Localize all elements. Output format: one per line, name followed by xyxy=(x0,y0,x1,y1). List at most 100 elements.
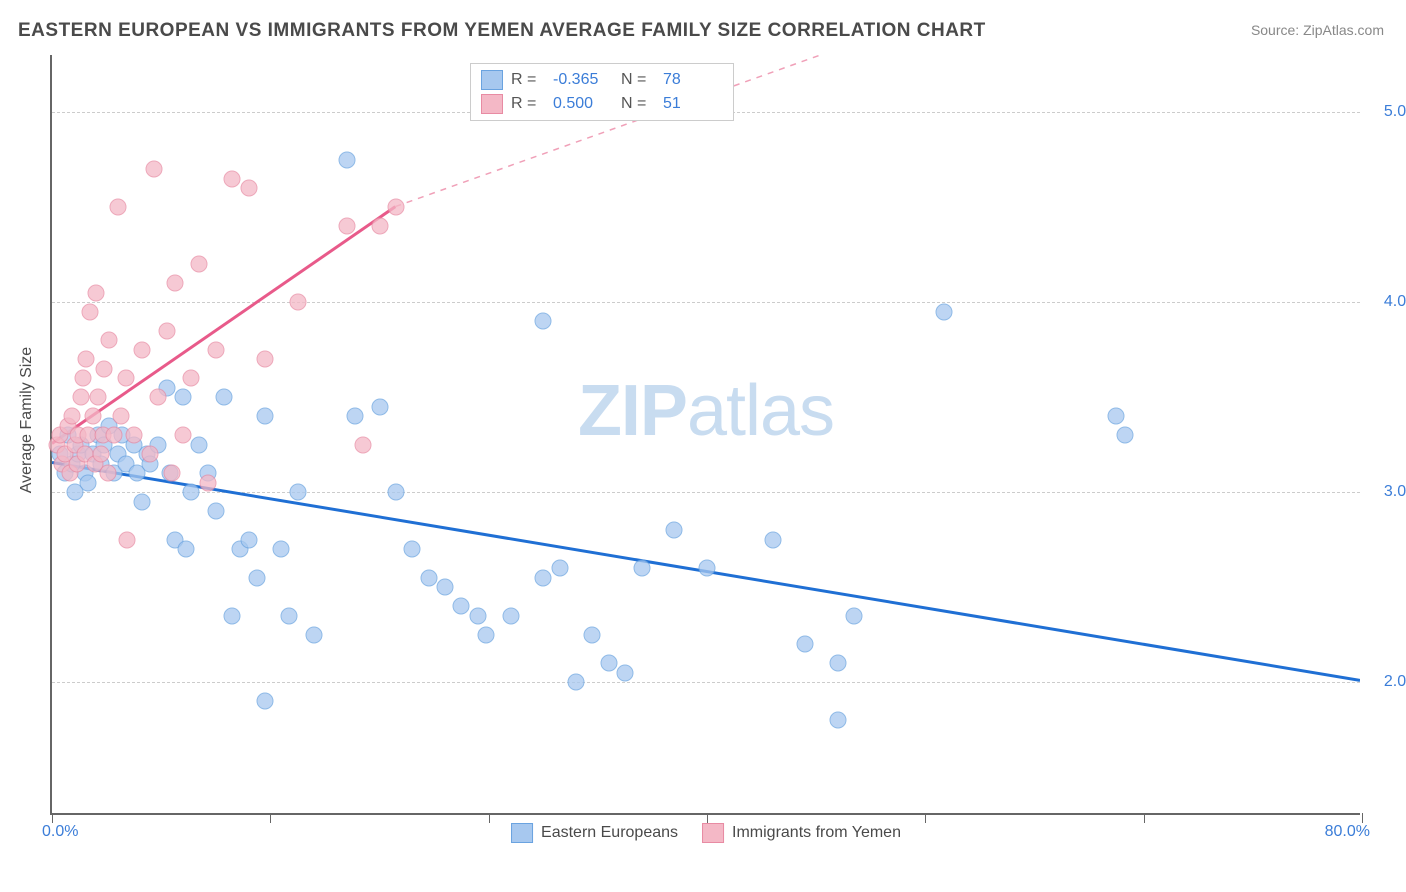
data-point xyxy=(191,256,208,273)
data-point xyxy=(125,427,142,444)
data-point xyxy=(535,569,552,586)
data-point xyxy=(371,398,388,415)
swatch-series-2 xyxy=(481,94,503,114)
y-axis-title: Average Family Size xyxy=(18,347,36,493)
data-point xyxy=(797,636,814,653)
watermark: ZIPatlas xyxy=(578,370,834,452)
data-point xyxy=(96,360,113,377)
data-point xyxy=(207,503,224,520)
data-point xyxy=(256,408,273,425)
series-legend: Eastern Europeans Immigrants from Yemen xyxy=(511,823,901,843)
data-point xyxy=(178,541,195,558)
chart-title: EASTERN EUROPEAN VS IMMIGRANTS FROM YEME… xyxy=(18,20,986,42)
y-tick-label: 4.00 xyxy=(1384,293,1406,311)
data-point xyxy=(289,484,306,501)
x-tick xyxy=(270,813,271,823)
data-point xyxy=(191,436,208,453)
data-point xyxy=(338,151,355,168)
data-point xyxy=(535,313,552,330)
data-point xyxy=(84,408,101,425)
legend-swatch-1 xyxy=(511,823,533,843)
data-point xyxy=(78,351,95,368)
data-point xyxy=(89,389,106,406)
data-point xyxy=(469,607,486,624)
data-point xyxy=(248,569,265,586)
legend-item-1: Eastern Europeans xyxy=(511,823,678,843)
stats-row-series-2: R = 0.500 N = 51 xyxy=(481,92,723,116)
data-point xyxy=(145,161,162,178)
x-min-label: 0.0% xyxy=(42,823,78,841)
r-label: R = xyxy=(511,95,541,113)
swatch-series-1 xyxy=(481,70,503,90)
data-point xyxy=(551,560,568,577)
r-value-1: -0.365 xyxy=(553,71,613,89)
gridline xyxy=(52,302,1360,303)
data-point xyxy=(371,218,388,235)
n-value-1: 78 xyxy=(663,71,723,89)
data-point xyxy=(387,484,404,501)
data-point xyxy=(404,541,421,558)
data-point xyxy=(306,626,323,643)
data-point xyxy=(633,560,650,577)
data-point xyxy=(175,389,192,406)
data-point xyxy=(764,531,781,548)
data-point xyxy=(666,522,683,539)
y-tick-label: 2.00 xyxy=(1384,673,1406,691)
data-point xyxy=(81,303,98,320)
data-point xyxy=(281,607,298,624)
gridline xyxy=(52,682,1360,683)
watermark-atlas: atlas xyxy=(687,371,834,451)
data-point xyxy=(568,674,585,691)
trend-lines-svg xyxy=(52,55,1360,813)
r-label: R = xyxy=(511,71,541,89)
data-point xyxy=(453,598,470,615)
data-point xyxy=(699,560,716,577)
data-point xyxy=(134,493,151,510)
data-point xyxy=(224,170,241,187)
data-point xyxy=(273,541,290,558)
x-tick xyxy=(707,813,708,823)
data-point xyxy=(119,531,136,548)
data-point xyxy=(289,294,306,311)
data-point xyxy=(158,322,175,339)
data-point xyxy=(183,370,200,387)
data-point xyxy=(150,389,167,406)
data-point xyxy=(93,446,110,463)
y-tick-label: 5.00 xyxy=(1384,103,1406,121)
data-point xyxy=(830,712,847,729)
data-point xyxy=(109,199,126,216)
data-point xyxy=(256,693,273,710)
data-point xyxy=(207,341,224,358)
legend-label-2: Immigrants from Yemen xyxy=(732,824,901,842)
data-point xyxy=(134,341,151,358)
x-tick xyxy=(925,813,926,823)
data-point xyxy=(346,408,363,425)
legend-item-2: Immigrants from Yemen xyxy=(702,823,901,843)
data-point xyxy=(1108,408,1125,425)
data-point xyxy=(73,389,90,406)
data-point xyxy=(240,531,257,548)
x-tick xyxy=(489,813,490,823)
data-point xyxy=(75,370,92,387)
data-point xyxy=(240,180,257,197)
data-point xyxy=(117,370,134,387)
data-point xyxy=(355,436,372,453)
stats-row-series-1: R = -0.365 N = 78 xyxy=(481,68,723,92)
trend-line xyxy=(52,207,395,444)
x-max-label: 80.0% xyxy=(1325,823,1370,841)
data-point xyxy=(256,351,273,368)
data-point xyxy=(175,427,192,444)
data-point xyxy=(846,607,863,624)
r-value-2: 0.500 xyxy=(553,95,613,113)
data-point xyxy=(502,607,519,624)
n-value-2: 51 xyxy=(663,95,723,113)
data-point xyxy=(101,332,118,349)
data-point xyxy=(830,655,847,672)
data-point xyxy=(224,607,241,624)
data-point xyxy=(936,303,953,320)
data-point xyxy=(99,465,116,482)
data-point xyxy=(477,626,494,643)
data-point xyxy=(183,484,200,501)
data-point xyxy=(617,664,634,681)
data-point xyxy=(88,284,105,301)
